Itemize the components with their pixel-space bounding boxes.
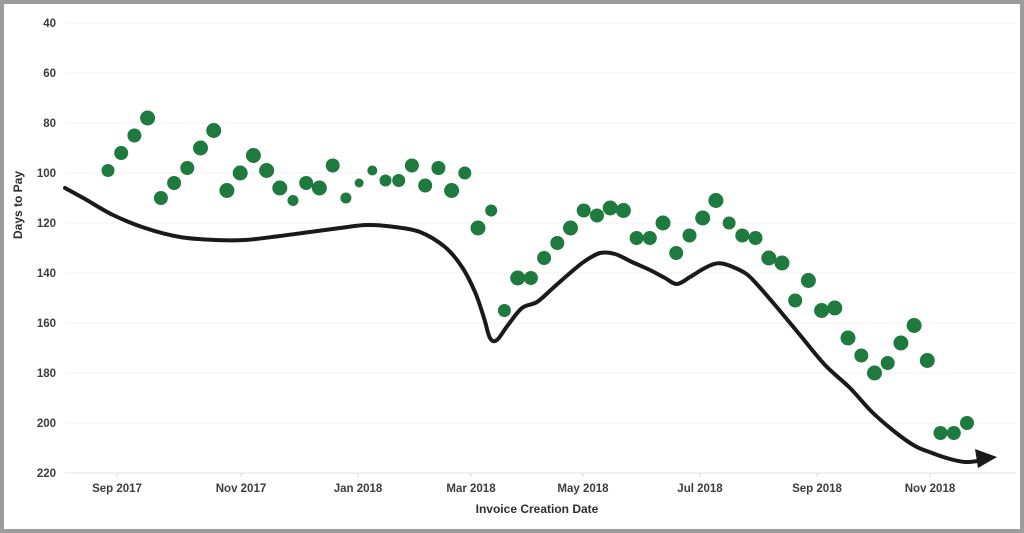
data-point[interactable]	[392, 174, 406, 187]
trend-line	[63, 186, 980, 465]
data-point[interactable]	[642, 231, 657, 245]
y-tick-label: 100	[37, 168, 56, 180]
data-point[interactable]	[537, 251, 552, 265]
data-point[interactable]	[219, 183, 235, 198]
data-point[interactable]	[299, 176, 314, 190]
gridlines: 40 60 80 100 120 140 160 180 200 220	[37, 18, 1016, 480]
x-tick-label: Sep 2018	[792, 483, 842, 495]
data-point[interactable]	[340, 192, 352, 204]
y-tick-label: 80	[43, 118, 56, 130]
data-point[interactable]	[153, 191, 168, 205]
data-point[interactable]	[140, 110, 156, 126]
data-point[interactable]	[379, 174, 392, 187]
data-point[interactable]	[960, 416, 974, 430]
x-tick-label: Sep 2017	[92, 483, 142, 495]
data-point[interactable]	[867, 365, 882, 381]
data-point[interactable]	[788, 293, 803, 308]
data-point[interactable]	[497, 304, 511, 317]
y-tick-label: 220	[37, 468, 56, 480]
data-point[interactable]	[629, 231, 644, 245]
data-point[interactable]	[245, 148, 261, 163]
data-point[interactable]	[272, 180, 288, 196]
data-point[interactable]	[367, 165, 378, 176]
data-point[interactable]	[761, 250, 777, 266]
data-point[interactable]	[893, 335, 909, 351]
data-point[interactable]	[748, 231, 763, 245]
data-point[interactable]	[827, 300, 843, 316]
x-tick-label: Nov 2017	[216, 483, 267, 495]
x-tick-label: Jan 2018	[334, 483, 383, 495]
data-point[interactable]	[840, 330, 856, 346]
data-point[interactable]	[470, 220, 486, 236]
y-tick-label: 200	[37, 418, 56, 430]
data-point[interactable]	[232, 165, 248, 181]
data-point[interactable]	[404, 158, 419, 173]
data-point[interactable]	[735, 228, 750, 243]
x-tick-label: May 2018	[557, 483, 609, 495]
data-point[interactable]	[101, 164, 115, 177]
data-point[interactable]	[167, 176, 182, 190]
data-point[interactable]	[695, 210, 711, 226]
data-point[interactable]	[590, 208, 604, 223]
chart-canvas: 40 60 80 100 120 140 160 180 200 220 Sep 2017 Nov …	[11, 18, 1016, 516]
data-point[interactable]	[655, 215, 671, 231]
data-point[interactable]	[127, 128, 142, 143]
data-point[interactable]	[458, 166, 472, 180]
y-tick-label: 140	[37, 268, 56, 280]
data-point[interactable]	[523, 271, 538, 285]
data-point[interactable]	[919, 353, 935, 368]
data-point[interactable]	[933, 426, 948, 440]
data-point[interactable]	[485, 204, 498, 217]
data-point[interactable]	[615, 203, 631, 218]
data-point[interactable]	[550, 236, 565, 250]
y-tick-label: 160	[37, 318, 56, 330]
data-point[interactable]	[906, 318, 922, 333]
trend-arrow-annotation	[63, 186, 997, 468]
x-tick-label: Jul 2018	[677, 483, 723, 495]
y-axis-title: Days to Pay	[11, 171, 25, 239]
data-point[interactable]	[510, 270, 526, 286]
data-point[interactable]	[682, 228, 697, 243]
data-point[interactable]	[814, 303, 830, 318]
arrow-head-icon	[975, 449, 997, 468]
x-tick-label: Nov 2018	[905, 483, 956, 495]
data-point[interactable]	[880, 356, 895, 370]
data-point[interactable]	[193, 140, 208, 156]
data-point[interactable]	[563, 220, 578, 236]
y-tick-label: 40	[43, 18, 56, 30]
data-point[interactable]	[206, 123, 222, 138]
y-tick-label: 120	[37, 218, 56, 230]
data-point[interactable]	[774, 255, 790, 271]
data-point[interactable]	[669, 246, 684, 260]
data-point[interactable]	[722, 216, 736, 230]
data-point[interactable]	[311, 180, 327, 196]
data-point[interactable]	[576, 203, 591, 218]
y-tick-label: 60	[43, 68, 56, 80]
x-axis-title: Invoice Creation Date	[476, 502, 599, 516]
x-tick-label: Mar 2018	[446, 483, 496, 495]
data-point[interactable]	[418, 178, 433, 193]
scatter-points	[101, 110, 974, 440]
data-point[interactable]	[325, 158, 340, 173]
data-point[interactable]	[854, 348, 869, 363]
data-point[interactable]	[444, 183, 460, 198]
data-point[interactable]	[800, 273, 816, 288]
x-axis-ticks: Sep 2017 Nov 2017 Jan 2018 Mar 2018 May 2018…	[92, 473, 956, 495]
data-point[interactable]	[431, 161, 446, 175]
data-point[interactable]	[602, 200, 618, 216]
data-point[interactable]	[180, 161, 195, 175]
data-point[interactable]	[259, 163, 275, 178]
data-point[interactable]	[114, 146, 129, 160]
y-tick-label: 180	[37, 368, 56, 380]
data-point[interactable]	[708, 193, 724, 208]
data-point[interactable]	[287, 195, 299, 206]
data-point[interactable]	[946, 426, 961, 440]
data-point[interactable]	[354, 178, 364, 188]
